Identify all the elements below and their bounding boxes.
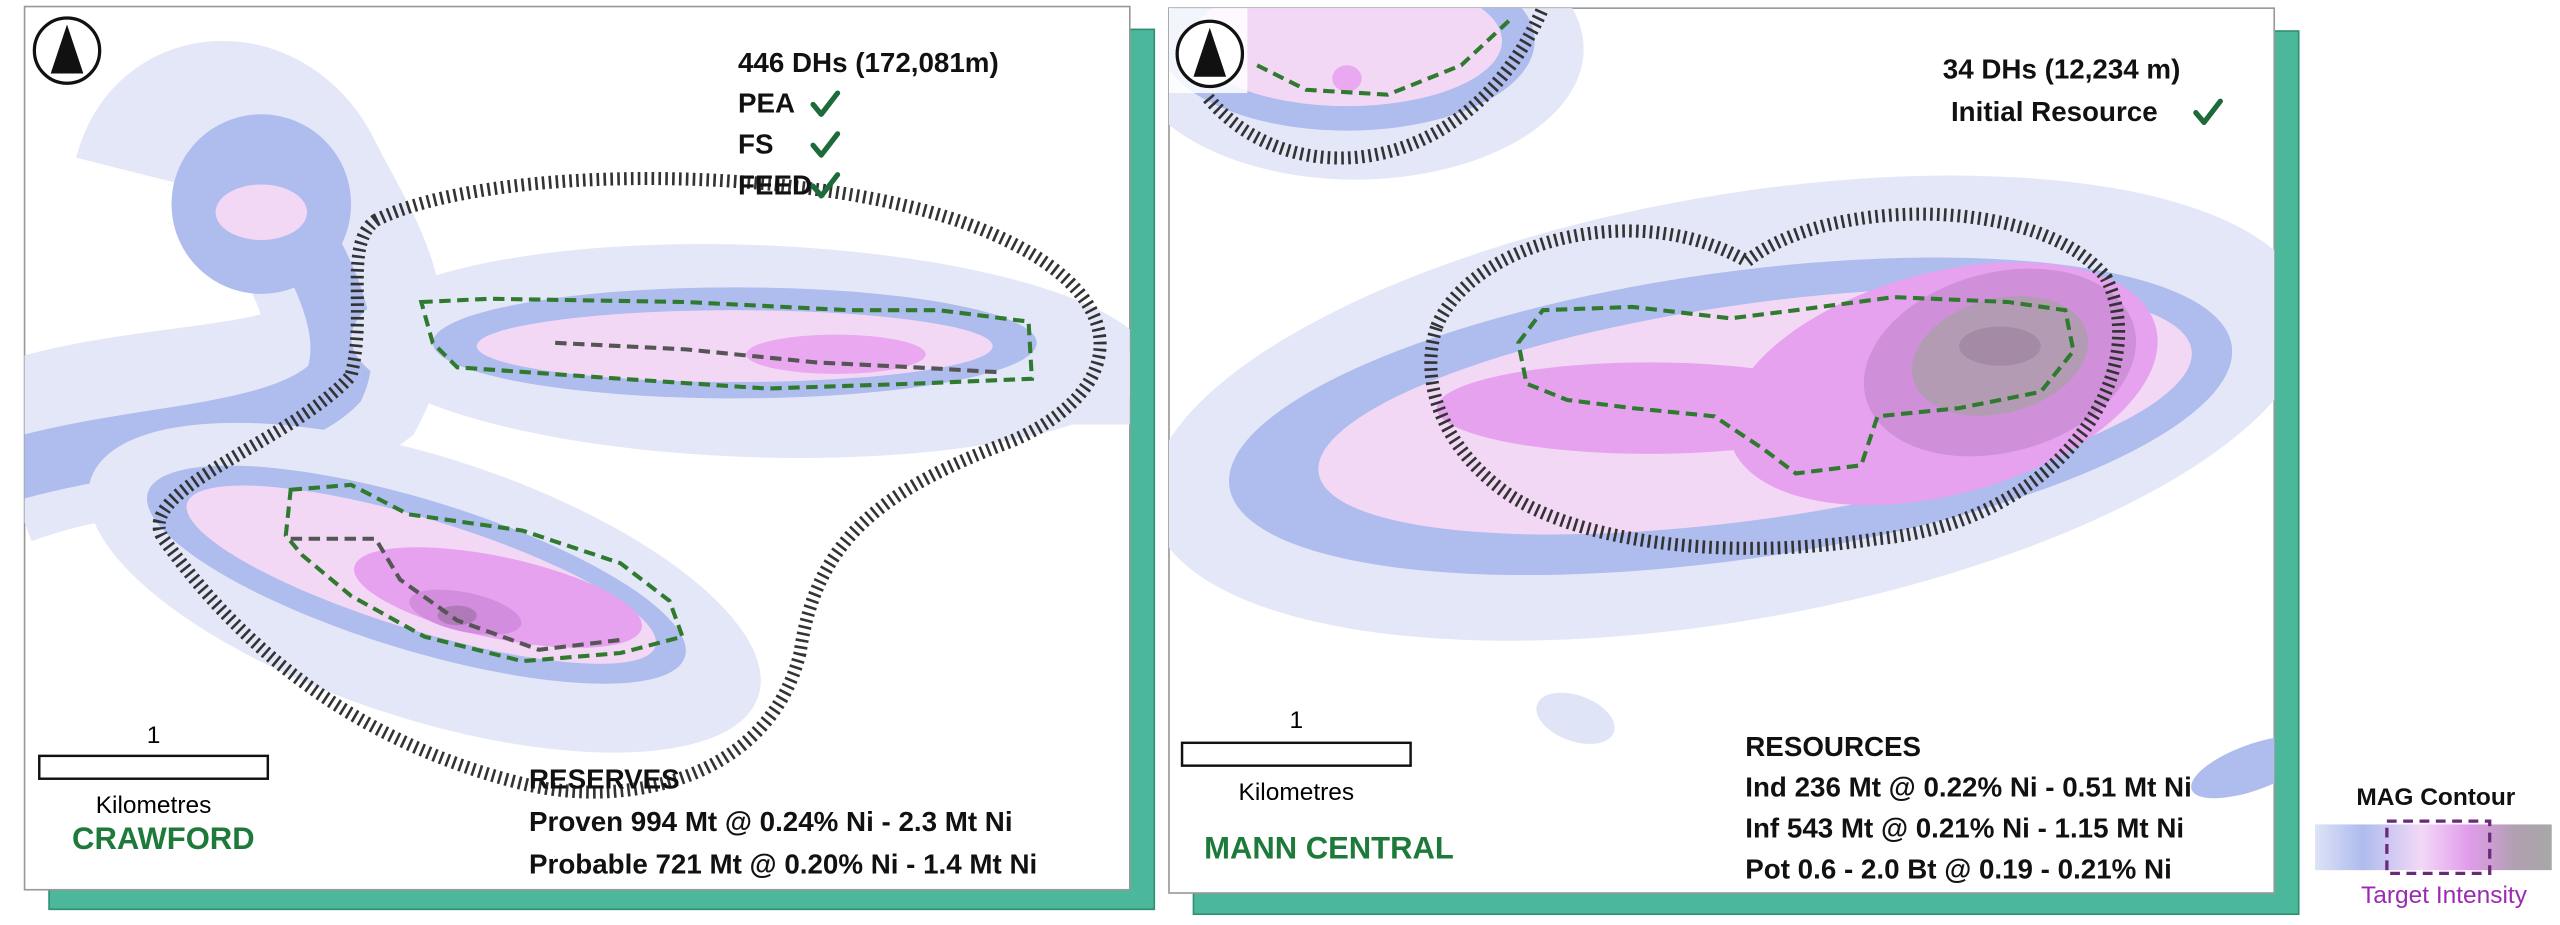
legend: MAG Contour Target Intensity [2315, 784, 2552, 909]
legend-label: Target Intensity [2361, 882, 2528, 909]
target-box [2385, 819, 2492, 876]
contours [1168, 8, 2275, 799]
summary-title: RESOURCES [1745, 731, 1921, 762]
milestone: FS [738, 128, 773, 159]
deposit-name: MANN CENTRAL [1204, 831, 1454, 866]
summary-title: RESERVES [529, 764, 680, 795]
drillhole-stats: 446 DHs (172,081m) [738, 47, 999, 78]
legend-gradient [2315, 824, 2552, 871]
legend-title: MAG Contour [2356, 784, 2515, 811]
mann-central-panel: 34 DHs (12,234 m) Initial Resource 1 Kil… [1168, 7, 2300, 916]
milestone: PEA [738, 88, 795, 119]
summary-line: Probable 721 Mt @ 0.20% Ni - 1.4 Mt Ni [529, 848, 1037, 879]
summary-line: Pot 0.6 - 2.0 Bt @ 0.19 - 0.21% Ni [1745, 853, 2172, 884]
scale-value: 1 [1290, 707, 1304, 734]
crawford-panel: 446 DHs (172,081m) PEA FS FEED 1 Kilomet… [23, 5, 1156, 911]
drillhole-stats: 34 DHs (12,234 m) [1943, 53, 2181, 84]
scale-bar [1180, 741, 1412, 767]
summary-line: Ind 236 Mt @ 0.22% Ni - 0.51 Mt Ni [1745, 772, 2192, 803]
scale-bar [38, 754, 270, 780]
scale-unit: Kilometres [96, 792, 212, 819]
scale-unit: Kilometres [1239, 779, 1355, 806]
summary-line: Inf 543 Mt @ 0.21% Ni - 1.15 Mt Ni [1745, 812, 2184, 843]
summary-line: Proven 994 Mt @ 0.24% Ni - 2.3 Mt Ni [529, 806, 1013, 837]
milestone: FEED [738, 169, 812, 200]
deposit-name: CRAWFORD [72, 821, 255, 856]
contours [24, 41, 1130, 799]
milestone: Initial Resource [1951, 96, 2158, 127]
scale-value: 1 [147, 722, 161, 749]
